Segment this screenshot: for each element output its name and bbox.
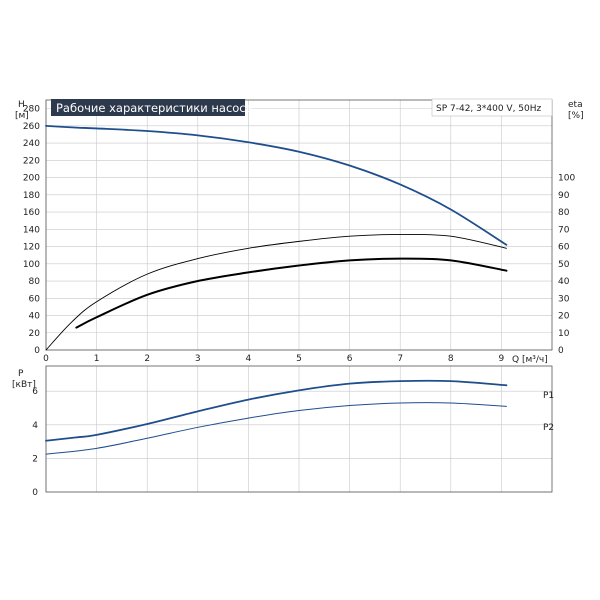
y-left-tick-label: 220 <box>23 156 40 166</box>
y-right-tick-label: 20 <box>558 312 570 322</box>
y-right-tick-label: 80 <box>558 208 570 218</box>
y-right-tick-label: 0 <box>558 346 564 356</box>
power-axis-unit: [кВт] <box>12 380 36 390</box>
tick-labels: 0 1 2 3 4 5 6 7 8 9020406080100120140160180200220… <box>23 105 576 498</box>
y-right-tick-label: 50 <box>558 260 570 270</box>
y-left-tick-label: 100 <box>23 260 40 270</box>
model-label: SP 7-42, 3*400 V, 50Hz <box>436 104 542 114</box>
y-right-tick-label: 30 <box>558 294 570 304</box>
head-curve <box>45 124 508 246</box>
y-right-label: eta <box>568 100 583 110</box>
efficiency-curve-thin <box>45 233 507 351</box>
y-left-tick-label: 120 <box>23 243 40 253</box>
bottom-plot-frame <box>45 365 553 493</box>
y-left-tick-label: 180 <box>23 191 40 201</box>
x-tick-label: 2 <box>144 354 150 364</box>
y-right-tick-label: 100 <box>558 174 575 184</box>
power-tick-label: 4 <box>32 421 38 431</box>
y-right-tick-label: 60 <box>558 243 570 253</box>
x-tick-label: 8 <box>448 354 454 364</box>
y-left-unit: [м] <box>15 111 29 121</box>
x-tick-label: 5 <box>296 354 302 364</box>
efficiency-curve-thick <box>75 257 508 329</box>
power-tick-label: 6 <box>32 387 38 397</box>
chart-title: Рабочие характеристики насоса <box>56 101 253 115</box>
series-label-p1: P1 <box>543 391 554 401</box>
y-left-tick-label: 140 <box>23 225 40 235</box>
plot-frames <box>45 99 553 493</box>
x-tick-label: 1 <box>94 354 100 364</box>
y-right-tick-label: 10 <box>558 329 570 339</box>
y-left-label: H <box>18 100 25 110</box>
x-tick-label: 7 <box>397 354 403 364</box>
x-tick-label: 6 <box>347 354 353 364</box>
x-axis-label: Q [м³/ч] <box>512 355 548 365</box>
model-label-box <box>431 98 553 117</box>
y-left-tick-label: 40 <box>29 312 41 322</box>
y-left-tick-label: 280 <box>23 105 40 115</box>
title-background <box>51 99 245 116</box>
y-right-tick-label: 70 <box>558 225 570 235</box>
y-left-tick-label: 0 <box>34 346 40 356</box>
y-right-tick-label: 40 <box>558 277 570 287</box>
power-axis-label: P <box>18 369 24 379</box>
series-label-p2: P2 <box>543 423 554 433</box>
power-tick-label: 0 <box>32 488 38 498</box>
y-right-unit: [%] <box>568 111 584 121</box>
y-left-tick-label: 160 <box>23 208 40 218</box>
y-left-tick-label: 200 <box>23 174 40 184</box>
y-left-tick-label: 260 <box>23 122 40 132</box>
x-tick-label: 3 <box>195 354 201 364</box>
top-plot-frame <box>45 99 553 351</box>
series-lines <box>45 124 508 455</box>
y-right-tick-label: 90 <box>558 191 570 201</box>
x-tick-label: 4 <box>246 354 252 364</box>
x-tick-label: 9 <box>499 354 505 364</box>
power-curve-p2 <box>45 402 507 455</box>
y-left-tick-label: 80 <box>29 277 41 287</box>
power-tick-label: 2 <box>32 454 38 464</box>
y-left-tick-label: 20 <box>29 329 41 339</box>
grid-lines <box>45 100 552 493</box>
y-left-tick-label: 240 <box>23 139 40 149</box>
x-tick-label: 0 <box>43 354 49 364</box>
power-curve-p1 <box>45 379 508 442</box>
y-left-tick-label: 60 <box>29 294 41 304</box>
